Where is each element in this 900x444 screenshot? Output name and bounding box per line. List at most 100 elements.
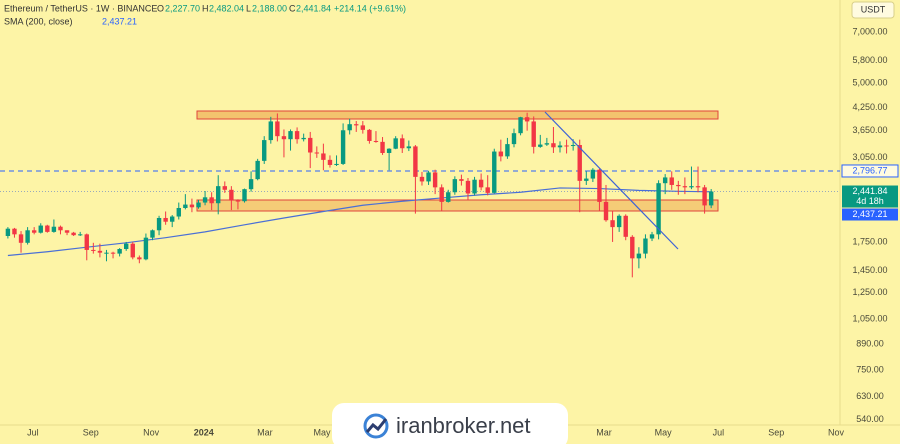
candle-body: [373, 140, 379, 142]
candle-body: [570, 145, 576, 147]
candle-body: [229, 189, 234, 201]
y-tick-label: 540.00: [856, 414, 884, 424]
candle-body: [419, 176, 425, 182]
candle-body: [511, 133, 517, 145]
currency-label[interactable]: USDT: [861, 4, 886, 14]
candle-body: [676, 184, 681, 187]
countdown: 4d 18h: [856, 196, 884, 206]
candle-body: [71, 232, 76, 236]
candle-body: [439, 187, 444, 202]
candle-body: [630, 236, 635, 259]
y-tick-label: 1,450.00: [852, 265, 887, 275]
candle-body: [485, 187, 490, 193]
candle-body: [400, 138, 405, 149]
x-tick-label: Nov: [143, 427, 160, 437]
candle-body: [518, 117, 523, 134]
x-tick-label: Jul: [713, 427, 725, 437]
x-tick-label: Sep: [768, 427, 784, 437]
candle-body: [281, 136, 287, 140]
x-tick-label: Jul: [27, 427, 39, 437]
candle-body: [347, 124, 352, 131]
resistance-zone: [196, 110, 719, 120]
candle-body: [84, 234, 89, 250]
candle-body: [242, 189, 247, 202]
candle-body: [202, 197, 208, 203]
candle-body: [18, 234, 24, 243]
ohlc-value: 2,441.84: [296, 3, 331, 13]
watermark-text: iranbroker.net: [396, 413, 531, 438]
candle-body: [235, 200, 241, 202]
candle-body: [380, 141, 385, 153]
x-tick-label: Mar: [596, 427, 612, 437]
candle-body: [498, 151, 504, 157]
candle-body: [702, 187, 707, 206]
candle-body: [183, 204, 188, 208]
candle-body: [248, 179, 254, 190]
candle-body: [393, 138, 398, 149]
candle-body: [130, 243, 135, 258]
candle-body: [301, 137, 306, 140]
candle-body: [577, 145, 582, 181]
candle-body: [77, 234, 83, 236]
ohlc-label: C: [289, 3, 296, 13]
x-tick-label: 2024: [194, 427, 214, 437]
y-tick-label: 5,800.00: [852, 55, 887, 65]
y-tick-label: 5,000.00: [852, 77, 887, 87]
candle-body: [104, 252, 109, 254]
candle-body: [308, 137, 313, 153]
candle-body: [603, 201, 609, 221]
candle-body: [334, 163, 339, 165]
ohlc-label: L: [246, 3, 251, 13]
candle-body: [656, 183, 661, 235]
candle-body: [222, 186, 227, 190]
candle-body: [31, 230, 37, 233]
x-tick-label: May: [655, 427, 673, 437]
candle-body: [564, 145, 569, 147]
candle-body: [590, 169, 596, 179]
candle-body: [91, 249, 96, 251]
change: +214.14 (+9.61%): [334, 3, 406, 13]
watermark-logo: [363, 413, 389, 439]
candle-body: [623, 215, 628, 237]
candle-body: [25, 230, 30, 243]
last-price-label: 2,441.84: [852, 186, 887, 196]
candle-body: [406, 146, 412, 149]
x-tick-label: Nov: [828, 427, 845, 437]
x-tick-label: Mar: [257, 427, 273, 437]
candle-body: [163, 217, 168, 222]
candle-body: [695, 186, 701, 188]
candle-body: [143, 237, 149, 260]
candle-body: [255, 160, 260, 180]
symbol: Ethereum / TetherUS · 1W · BINANCE: [4, 3, 157, 13]
candle-body: [117, 249, 122, 254]
candle-body: [472, 179, 477, 194]
candle-body: [432, 172, 438, 188]
y-tick-label: 7,000.00: [852, 27, 887, 37]
candle-body: [209, 197, 214, 204]
candle-body: [610, 220, 615, 228]
candle-body: [426, 172, 431, 182]
candle-body: [150, 230, 155, 238]
candle-body: [465, 180, 471, 194]
candle-body: [636, 253, 642, 259]
price-line-label: 2,796.77: [852, 165, 887, 175]
candle-body: [216, 186, 221, 204]
candle-body: [64, 230, 70, 233]
last-price-badge: [842, 185, 898, 208]
candle-body: [327, 159, 333, 165]
candle-body: [45, 225, 50, 232]
candle-body: [459, 179, 464, 181]
y-tick-label: 1,750.00: [852, 236, 887, 246]
candle-body: [544, 143, 550, 145]
indicator-value: 2,437.21: [102, 16, 137, 26]
currency-button[interactable]: [851, 1, 895, 19]
candle-body: [557, 145, 563, 148]
candle-body: [643, 238, 648, 254]
candle-body: [505, 144, 510, 157]
candle-body: [12, 228, 17, 235]
y-tick-label: 630.00: [856, 391, 884, 401]
candle-body: [354, 124, 359, 126]
candle-body: [413, 146, 418, 177]
